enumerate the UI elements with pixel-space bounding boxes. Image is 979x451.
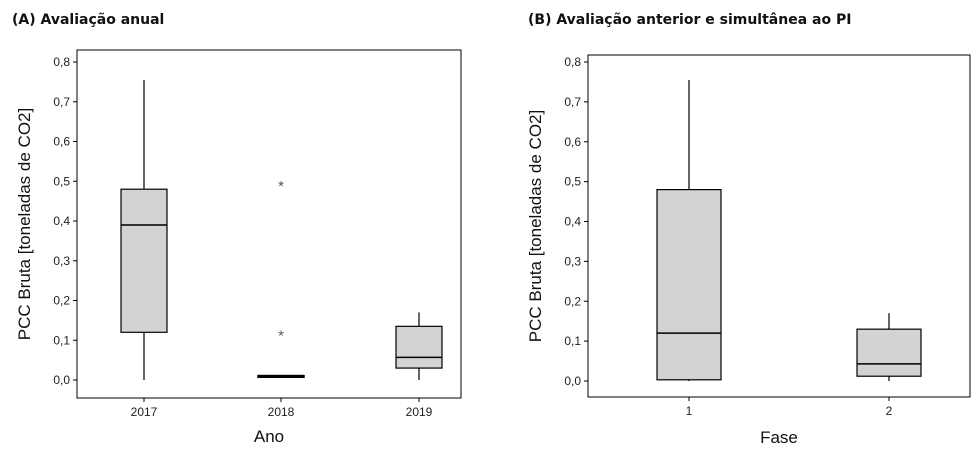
panel-b-x-axis-label: Fase (760, 428, 798, 447)
panel-b-box-2 (856, 313, 922, 381)
panel-a: (A) Avaliação anual PCC Bruta [toneladas… (12, 12, 462, 446)
panel-b-y-tick-label: 0,2 (564, 294, 581, 308)
panel-a-x-tick-label: 2018 (268, 405, 295, 419)
panel-a-plot-frame (76, 49, 462, 399)
panel-a-box-2018: ** (257, 178, 305, 378)
panel-a-y-tick-label: 0,6 (53, 135, 70, 149)
iqr-box (856, 328, 922, 377)
outlier-point: * (278, 327, 284, 344)
panel-a-y-tick-label: 0,2 (53, 294, 70, 308)
panel-b-x-tick-label: 1 (686, 404, 693, 418)
panel-a-y-tick-label: 0,8 (53, 55, 70, 69)
panel-b-plot-frame (587, 54, 971, 398)
panel-b-title: (B) Avaliação anterior e simultânea ao P… (528, 12, 851, 28)
panel-b-y-tick-label: 0,8 (564, 55, 581, 69)
panel-a-x-tick-label: 2019 (406, 405, 433, 419)
panel-b-y-tick-label: 0,0 (564, 374, 581, 388)
panel-a-y-axis-label: PCC Bruta [toneladas de CO2] (15, 108, 34, 340)
panel-a-x-tick-label: 2017 (131, 405, 158, 419)
panel-b-y-tick-label: 0,4 (564, 215, 581, 229)
panel-b-y-tick-label: 0,6 (564, 135, 581, 149)
panel-a-y-tick-label: 0,7 (53, 95, 70, 109)
panel-a-box-2017 (120, 79, 168, 380)
outlier-point: * (278, 178, 284, 195)
panel-a-x-axis-label: Ano (254, 427, 284, 446)
iqr-box (120, 188, 168, 333)
panel-b-y-tick-label: 0,1 (564, 334, 581, 348)
panel-b-x-tick-label: 2 (886, 404, 893, 418)
panel-b-y-tick-label: 0,3 (564, 254, 581, 268)
iqr-box (656, 189, 722, 381)
panel-b-y-tick-label: 0,5 (564, 175, 581, 189)
panel-b-box-1 (656, 79, 722, 381)
panel-a-y-tick-label: 0,5 (53, 174, 70, 188)
panel-a-y-tick-label: 0,0 (53, 373, 70, 387)
panel-a-box-2019 (395, 312, 443, 380)
panel-b: (B) Avaliação anterior e simultânea ao P… (526, 12, 971, 447)
iqr-box (395, 325, 443, 369)
panel-a-title: (A) Avaliação anual (12, 12, 164, 28)
panel-a-y-tick-label: 0,4 (53, 214, 70, 228)
panel-b-y-axis-label: PCC Bruta [toneladas de CO2] (526, 110, 545, 342)
panel-b-y-tick-label: 0,7 (564, 95, 581, 109)
panel-a-y-tick-label: 0,1 (53, 333, 70, 347)
panel-a-y-tick-label: 0,3 (53, 254, 70, 268)
